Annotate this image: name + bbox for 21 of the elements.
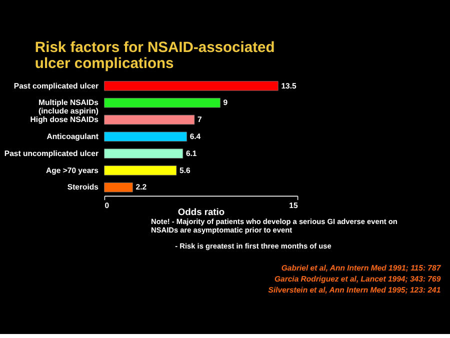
data-label: 6.4 (190, 132, 202, 141)
text: Silverstein et al, Ann Intern Med 1995; 123: 241 (268, 285, 441, 294)
y-tick-label: High dose NSAIDs (30, 115, 98, 124)
text: Garcia Rodriguez et al, Lancet 1994; 343: 769 (274, 274, 442, 284)
text: Gabriel et al, Ann Intern Med 1991; 115: 787 (281, 264, 442, 273)
chart-title: Risk factors for NSAID-associated ulcer complications (34, 40, 275, 72)
data-label: 7 (198, 115, 202, 124)
y-tick-label: Past complicated ulcer (14, 81, 98, 90)
data-label: 9 (223, 98, 228, 108)
y-tick-label: Age >70 years (46, 166, 98, 175)
data-label: 6.1 (186, 148, 198, 158)
y-tick-label: Anticoagulant (46, 132, 99, 141)
x-axis-title: Odds ratio (178, 206, 225, 217)
x-tick-label: 0 (104, 200, 110, 210)
data-label: 2.2 (136, 182, 148, 192)
data-label: 5.6 (180, 166, 191, 175)
x-tick-label: 15 (289, 200, 298, 210)
y-tick-label: Multiple NSAIDs (include aspirin) (38, 98, 99, 116)
y-tick-label: Past uncomplicated ulcer (4, 148, 98, 158)
y-tick-label: Steroids (67, 182, 98, 192)
data-label: 13.5 (281, 81, 298, 90)
